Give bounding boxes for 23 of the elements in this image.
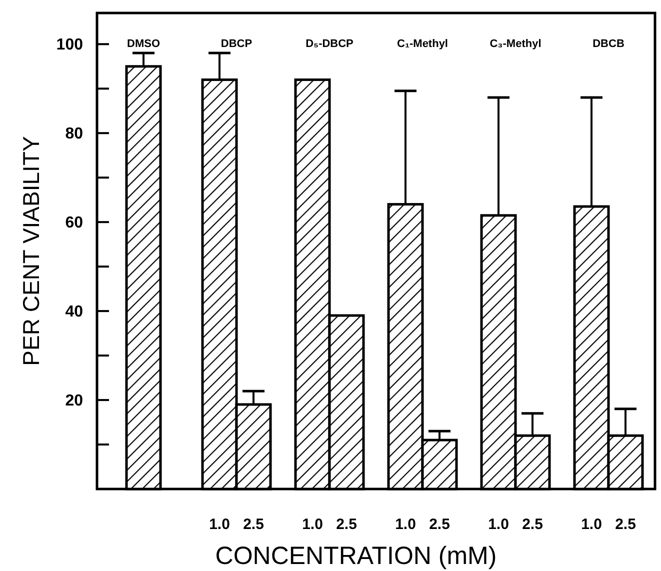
y-tick-label: 100 xyxy=(56,36,84,54)
text: 2.5 xyxy=(336,516,357,533)
x-tick-label: DBCB xyxy=(592,38,624,50)
y-tick-label: 60 xyxy=(65,214,84,232)
y-tick-label: 20 xyxy=(65,392,84,410)
y-axis-title: PER CENT VIABILITY xyxy=(18,136,44,366)
text: 2.5 xyxy=(429,516,450,533)
y-tick-label: 80 xyxy=(65,126,84,143)
x-tick-label: DMSO xyxy=(127,38,160,50)
x-tick-label: D₅-DBCP xyxy=(306,38,354,50)
text: 2.5 xyxy=(615,516,636,533)
text: 1.0 xyxy=(488,516,509,533)
x-axis-title: CONCENTRATION (mM) xyxy=(215,542,497,570)
x-tick-label: C₃-Methyl xyxy=(490,38,542,50)
x-tick-label: DBCP xyxy=(220,38,252,50)
y-tick-label: 40 xyxy=(65,304,84,321)
text: 2.5 xyxy=(522,516,543,533)
x-tick-label: C₁-Methyl xyxy=(397,38,448,50)
text: 1.0 xyxy=(581,516,602,533)
series-label: 1.0 xyxy=(209,516,230,533)
series-label: 2.5 xyxy=(243,516,264,533)
text: 1.0 xyxy=(302,516,323,533)
text: 1.0 xyxy=(395,516,416,533)
